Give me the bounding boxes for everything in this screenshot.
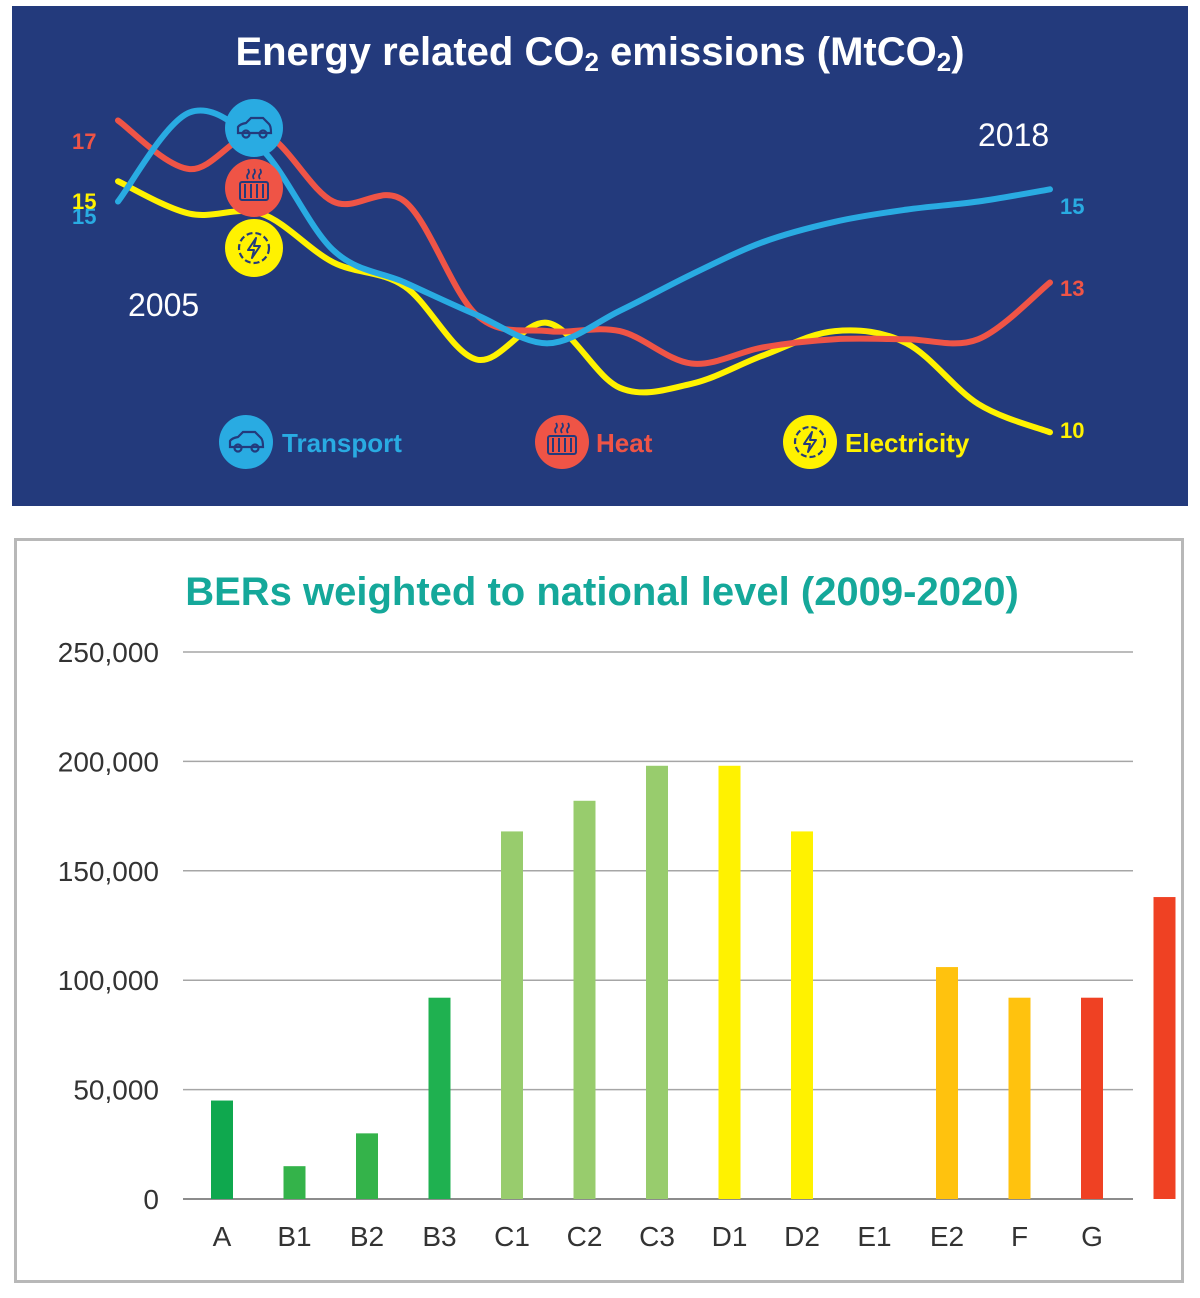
car-icon-wheel [250, 443, 260, 453]
lightning-icon-marker [225, 219, 283, 277]
marker-circle [225, 99, 283, 157]
x-tick-label: A [213, 1221, 232, 1252]
title-subscript: 2 [584, 47, 599, 77]
co2-emissions-panel: 15 15 17 13 15 10 2005 2018 Transport Heat Electri… [12, 6, 1188, 506]
car-icon-wheel [233, 443, 243, 453]
bar-extra [1153, 897, 1176, 1199]
bar-G [1081, 997, 1103, 1199]
bar-D1 [718, 765, 741, 1199]
end-year-label: 2018 [978, 117, 1049, 153]
ber-bar-panel: BERs weighted to national level (2009-20… [14, 538, 1184, 1283]
end-value-label: 13 [1060, 276, 1084, 301]
legend-item-transport: Transport [219, 415, 402, 469]
bar-D2 [791, 831, 813, 1199]
bar-F [1008, 997, 1031, 1199]
legend-label: Electricity [845, 428, 970, 458]
lightning-icon-ring [793, 425, 827, 459]
end-value-label: 15 [1060, 194, 1084, 219]
bar-C2 [573, 800, 596, 1199]
x-tick-label: B3 [422, 1221, 456, 1252]
x-tick-label: D1 [712, 1221, 748, 1252]
radiator-icon-body [547, 435, 577, 455]
lightning-icon-ring [237, 231, 271, 265]
title-subscript: 2 [936, 47, 952, 77]
legend-item-heat: Heat [535, 415, 653, 469]
lightning-icon-bolt [803, 431, 817, 453]
title-part: emissions (MtCO [598, 30, 937, 74]
ber-bar-chart: BERs weighted to national level (2009-20… [58, 570, 1176, 1252]
marker-circle [225, 159, 283, 217]
bar-B1 [283, 1166, 306, 1199]
marker-circle [225, 219, 283, 277]
start-value-label: 15 [72, 189, 96, 214]
radiator-icon-marker [225, 159, 283, 217]
bar-C1 [501, 831, 523, 1199]
bar-chart-title: BERs weighted to national level (2009-20… [185, 570, 1019, 614]
y-tick-label: 0 [143, 1184, 159, 1215]
car-icon-body [236, 116, 273, 135]
bar-A [211, 1100, 233, 1199]
x-tick-label: B1 [277, 1221, 311, 1252]
car-icon-wheel [258, 129, 268, 139]
x-tick-label: D2 [784, 1221, 820, 1252]
x-tick-label: C3 [639, 1221, 675, 1252]
y-tick-label: 150,000 [58, 856, 159, 887]
y-tick-label: 100,000 [58, 965, 159, 996]
x-tick-label: G [1081, 1221, 1103, 1252]
radiator-icon-steam [560, 422, 564, 434]
lightning-icon-bolt [247, 237, 261, 259]
y-tick-label: 50,000 [73, 1075, 159, 1106]
title-part: ) [951, 30, 965, 74]
legend-swatch [219, 415, 273, 469]
bar-C3 [646, 765, 668, 1199]
radiator-icon-body [239, 181, 269, 201]
legend-label: Heat [596, 428, 653, 458]
end-value-label: 10 [1060, 418, 1084, 443]
car-icon-body [228, 430, 265, 449]
x-tick-label: F [1011, 1221, 1028, 1252]
start-value-label: 17 [72, 129, 96, 154]
bar-B3 [428, 997, 451, 1199]
car-icon-marker [225, 99, 283, 157]
radiator-icon-steam [258, 168, 262, 180]
legend-item-electricity: Electricity [783, 415, 970, 469]
legend-swatch [535, 415, 589, 469]
radiator-icon-steam [246, 168, 250, 180]
y-tick-label: 200,000 [58, 746, 159, 777]
radiator-icon-steam [252, 168, 256, 180]
bar-E2 [936, 967, 958, 1199]
y-tick-label: 250,000 [58, 637, 159, 668]
legend-swatch [783, 415, 837, 469]
series-line-electricity [115, 178, 1053, 436]
title-part: Energy related CO [235, 30, 585, 74]
co2-chart-title: Energy related CO2 emissions (MtCO2) [12, 30, 1188, 78]
bar-B2 [356, 1133, 378, 1199]
radiator-icon-steam [566, 422, 570, 434]
x-tick-label: B2 [350, 1221, 384, 1252]
start-year-label: 2005 [128, 287, 199, 323]
radiator-icon-steam [554, 422, 558, 434]
x-tick-label: C2 [567, 1221, 603, 1252]
legend-label: Transport [282, 428, 402, 458]
car-icon-wheel [241, 129, 251, 139]
x-tick-label: E2 [930, 1221, 964, 1252]
x-tick-label: E1 [857, 1221, 891, 1252]
start-value-label: 15 [72, 204, 96, 229]
x-tick-label: C1 [494, 1221, 530, 1252]
